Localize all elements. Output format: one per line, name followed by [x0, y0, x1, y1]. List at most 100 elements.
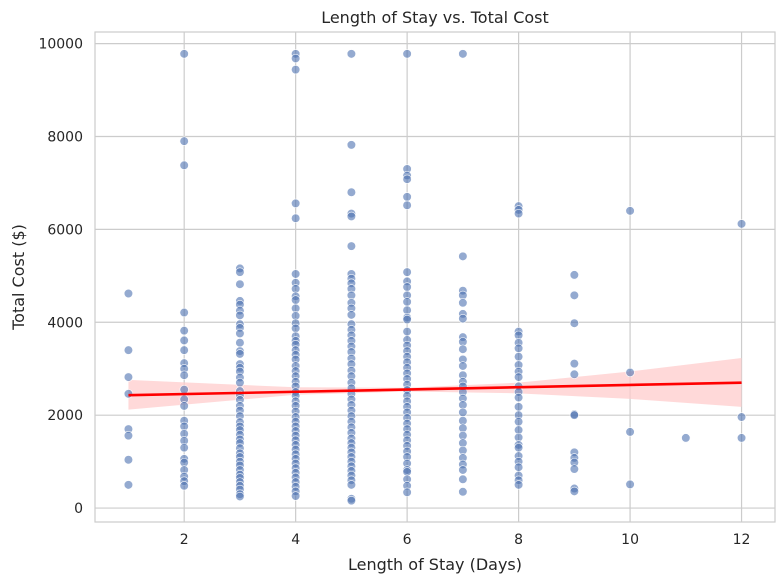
y-tick-label: 8000	[47, 130, 83, 146]
x-tick-label: 4	[291, 532, 300, 548]
data-point	[514, 352, 524, 362]
data-point	[123, 345, 134, 355]
data-point	[235, 349, 245, 359]
data-point	[346, 49, 356, 59]
data-point	[235, 491, 245, 502]
data-point	[235, 338, 245, 348]
data-point	[458, 251, 468, 261]
data-point	[179, 370, 189, 380]
data-point	[123, 480, 134, 490]
data-point	[123, 389, 134, 399]
data-point	[346, 140, 356, 150]
data-point	[514, 392, 524, 403]
plot-frame	[94, 31, 776, 523]
data-point	[625, 427, 635, 437]
data-point	[179, 385, 189, 395]
data-point	[179, 335, 189, 345]
confidence-band	[128, 358, 742, 410]
y-tick-label: 10000	[38, 37, 83, 53]
x-tick-label: 10	[621, 532, 639, 548]
data-point	[458, 465, 468, 475]
y-tick-label: 4000	[47, 315, 83, 331]
plot-background	[95, 32, 775, 522]
data-point	[736, 219, 747, 229]
data-point	[291, 323, 301, 333]
data-point	[402, 297, 412, 307]
x-tick-labels: 2 4 6 8 10 12	[180, 532, 751, 548]
data-point	[291, 295, 301, 305]
data-point	[458, 298, 468, 308]
data-point	[179, 307, 189, 318]
x-tick-label: 6	[403, 532, 412, 548]
data-point	[235, 378, 245, 388]
data-point	[291, 491, 301, 501]
data-point	[458, 49, 468, 59]
y-tick-labels: 0 2000 4000 6000 8000 10000	[38, 37, 83, 517]
data-point	[179, 345, 189, 355]
data-point	[681, 433, 691, 443]
data-point	[291, 269, 301, 279]
data-point	[179, 401, 189, 411]
data-point	[346, 496, 356, 506]
grid	[95, 32, 775, 522]
data-point	[458, 361, 468, 371]
data-point	[458, 487, 468, 497]
data-point	[235, 310, 245, 320]
chart-title: Length of Stay vs. Total Cost	[321, 8, 549, 27]
data-point	[346, 310, 356, 320]
y-tick-label: 6000	[47, 222, 83, 238]
data-point	[514, 343, 524, 353]
data-point	[235, 267, 245, 277]
data-point	[123, 455, 134, 465]
data-point	[346, 187, 356, 197]
data-point	[458, 313, 468, 324]
data-point	[291, 65, 301, 75]
data-point	[458, 344, 468, 354]
data-point	[458, 474, 468, 484]
data-point	[569, 290, 579, 300]
data-point	[625, 367, 635, 378]
data-point	[569, 369, 579, 379]
data-point	[569, 410, 579, 420]
x-tick-label: 8	[514, 532, 523, 548]
data-point	[625, 206, 635, 216]
data-point	[402, 49, 412, 59]
data-point	[291, 213, 301, 223]
data-point	[179, 49, 189, 59]
data-point	[402, 267, 412, 277]
data-point	[514, 372, 524, 382]
data-point	[458, 407, 468, 417]
data-point	[123, 431, 134, 441]
data-point	[291, 53, 301, 64]
data-point	[235, 328, 245, 339]
data-point	[179, 326, 189, 336]
data-point	[569, 486, 579, 496]
y-tick-label: 0	[74, 501, 83, 517]
data-point	[402, 314, 412, 325]
data-point	[402, 200, 412, 210]
data-point	[179, 160, 189, 170]
regression-line-group	[128, 381, 742, 397]
y-axis-label: Total Cost ($)	[9, 224, 28, 331]
data-point	[514, 417, 524, 427]
confidence-band-area	[128, 358, 742, 410]
data-point	[123, 372, 134, 382]
data-point	[514, 209, 524, 219]
data-point	[514, 443, 524, 453]
data-point	[402, 326, 412, 337]
x-tick-label: 2	[180, 532, 189, 548]
data-point	[514, 402, 524, 412]
data-point	[346, 211, 356, 221]
data-point	[235, 279, 245, 289]
data-point	[569, 464, 579, 474]
data-point	[736, 433, 747, 443]
data-point	[569, 359, 579, 369]
data-point	[179, 443, 189, 453]
data-point	[402, 282, 412, 292]
data-point	[514, 462, 524, 472]
y-tick-label: 2000	[47, 408, 83, 424]
data-point	[736, 412, 747, 422]
data-point	[291, 198, 301, 208]
data-point	[346, 480, 356, 490]
